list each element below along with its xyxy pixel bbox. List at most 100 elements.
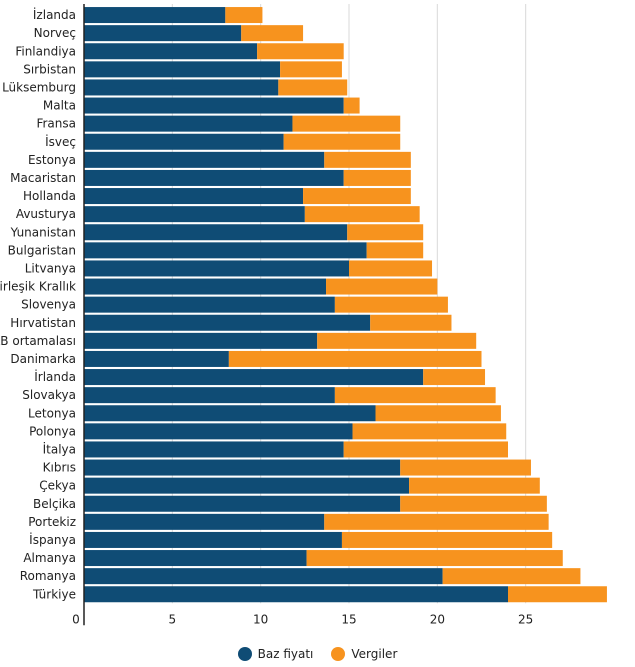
category-labels: İzlanda Norveç Finlandiya Sırbistan Lüksembu… <box>0 7 76 601</box>
category-label-2: Finlandiya <box>15 44 76 58</box>
bar-base-27 <box>84 495 401 512</box>
category-label-5: Malta <box>43 99 76 113</box>
bar-base-7 <box>84 133 284 150</box>
bar-tax-5 <box>343 97 360 114</box>
bar-tax-25 <box>400 459 531 476</box>
category-label-19: Danimarka <box>10 352 76 366</box>
bar-tax-32 <box>508 586 607 603</box>
legend-label-base: Baz fiyatı <box>257 647 314 661</box>
bar-tax-29 <box>341 531 553 548</box>
x-tick-label-0: 0 <box>72 612 80 626</box>
category-label-26: Çekya <box>39 479 76 493</box>
x-tick-labels: 0 5 10 15 20 25 <box>72 612 533 626</box>
x-tick-label-20: 20 <box>430 612 445 626</box>
bar-base-17 <box>84 314 371 331</box>
category-label-25: Kıbrıs <box>43 461 76 475</box>
legend-label-tax: Vergiler <box>351 647 398 661</box>
category-label-6: Fransa <box>36 117 76 131</box>
bar-base-14 <box>84 260 349 277</box>
bar-tax-30 <box>306 550 563 567</box>
category-label-11: Avusturya <box>16 207 76 221</box>
category-label-28: Portekiz <box>28 515 76 529</box>
bar-base-10 <box>84 188 304 205</box>
bar-base-29 <box>84 531 342 548</box>
bar-tax-18 <box>317 332 477 349</box>
bar-base-3 <box>84 61 281 78</box>
bar-base-6 <box>84 115 293 132</box>
category-label-32: Türkiye <box>32 587 76 601</box>
bar-tax-14 <box>349 260 433 277</box>
category-label-17: Hırvatistan <box>10 316 76 330</box>
category-label-10: Hollanda <box>23 189 76 203</box>
bar-tax-9 <box>343 169 411 186</box>
bar-base-23 <box>84 423 353 440</box>
bar-tax-20 <box>423 369 486 386</box>
bar-base-18 <box>84 332 318 349</box>
bar-base-9 <box>84 169 344 186</box>
bar-tax-4 <box>278 79 348 96</box>
bar-tax-0 <box>225 7 263 24</box>
category-label-20: İrlanda <box>34 369 76 384</box>
bar-tax-23 <box>352 423 507 440</box>
bar-base-8 <box>84 151 325 168</box>
bar-tax-27 <box>400 495 547 512</box>
bar-tax-15 <box>326 278 438 295</box>
bar-base-28 <box>84 513 325 530</box>
bar-tax-6 <box>292 115 401 132</box>
bar-base-13 <box>84 242 367 259</box>
bar-tax-16 <box>334 296 448 313</box>
bar-base-15 <box>84 278 327 295</box>
bar-base-5 <box>84 97 344 114</box>
bar-tax-2 <box>257 43 344 60</box>
bar-tax-28 <box>324 513 549 530</box>
x-tick-label-5: 5 <box>169 612 177 626</box>
legend-item-base: Baz fiyatı <box>237 647 314 661</box>
category-label-21: Slovakya <box>22 388 76 402</box>
legend-item-tax: Vergiler <box>331 647 397 661</box>
bar-base-2 <box>84 43 258 60</box>
bar-base-25 <box>84 459 401 476</box>
bar-tax-19 <box>228 350 482 367</box>
bar-tax-3 <box>280 61 342 78</box>
bar-tax-24 <box>343 441 508 458</box>
bar-tax-21 <box>334 387 496 404</box>
bars <box>84 7 607 603</box>
bar-base-4 <box>84 79 279 96</box>
bar-tax-1 <box>241 25 304 42</box>
category-label-4: Lüksemburg <box>2 80 76 94</box>
category-label-14: Litvanya <box>25 261 76 275</box>
category-label-31: Romanya <box>20 569 76 583</box>
bar-base-20 <box>84 369 424 386</box>
bar-base-21 <box>84 387 335 404</box>
category-label-15: Birleşik Krallık <box>0 280 76 294</box>
bar-base-26 <box>84 477 410 494</box>
category-label-0: İzlanda <box>33 7 76 22</box>
bar-tax-11 <box>304 206 420 223</box>
category-label-27: Belçika <box>33 497 76 511</box>
bar-base-0 <box>84 7 226 24</box>
bar-tax-17 <box>370 314 452 331</box>
category-label-12: Yunanistan <box>10 225 76 239</box>
category-label-8: Estonya <box>28 153 76 167</box>
x-tick-label-10: 10 <box>253 612 268 626</box>
bar-base-22 <box>84 405 376 422</box>
bar-base-11 <box>84 206 305 223</box>
category-label-22: Letonya <box>28 406 76 420</box>
category-label-9: Macaristan <box>10 171 76 185</box>
category-label-13: Bulgaristan <box>8 243 76 257</box>
bar-base-16 <box>84 296 335 313</box>
bar-base-31 <box>84 568 443 585</box>
bar-tax-22 <box>375 405 501 422</box>
bar-tax-13 <box>366 242 424 259</box>
bar-base-32 <box>84 586 508 603</box>
x-tick-label-25: 25 <box>518 612 533 626</box>
bar-tax-10 <box>303 188 411 205</box>
stacked-bar-chart: İzlanda Norveç Finlandiya Sırbistan Lüksembu… <box>0 4 607 626</box>
category-label-18: AB ortamalası <box>0 334 76 348</box>
bar-base-30 <box>84 550 307 567</box>
category-label-23: Polonya <box>29 424 76 438</box>
bar-tax-7 <box>283 133 401 150</box>
category-label-16: Slovenya <box>21 298 76 312</box>
category-label-3: Sırbistan <box>23 62 76 76</box>
bar-base-24 <box>84 441 344 458</box>
